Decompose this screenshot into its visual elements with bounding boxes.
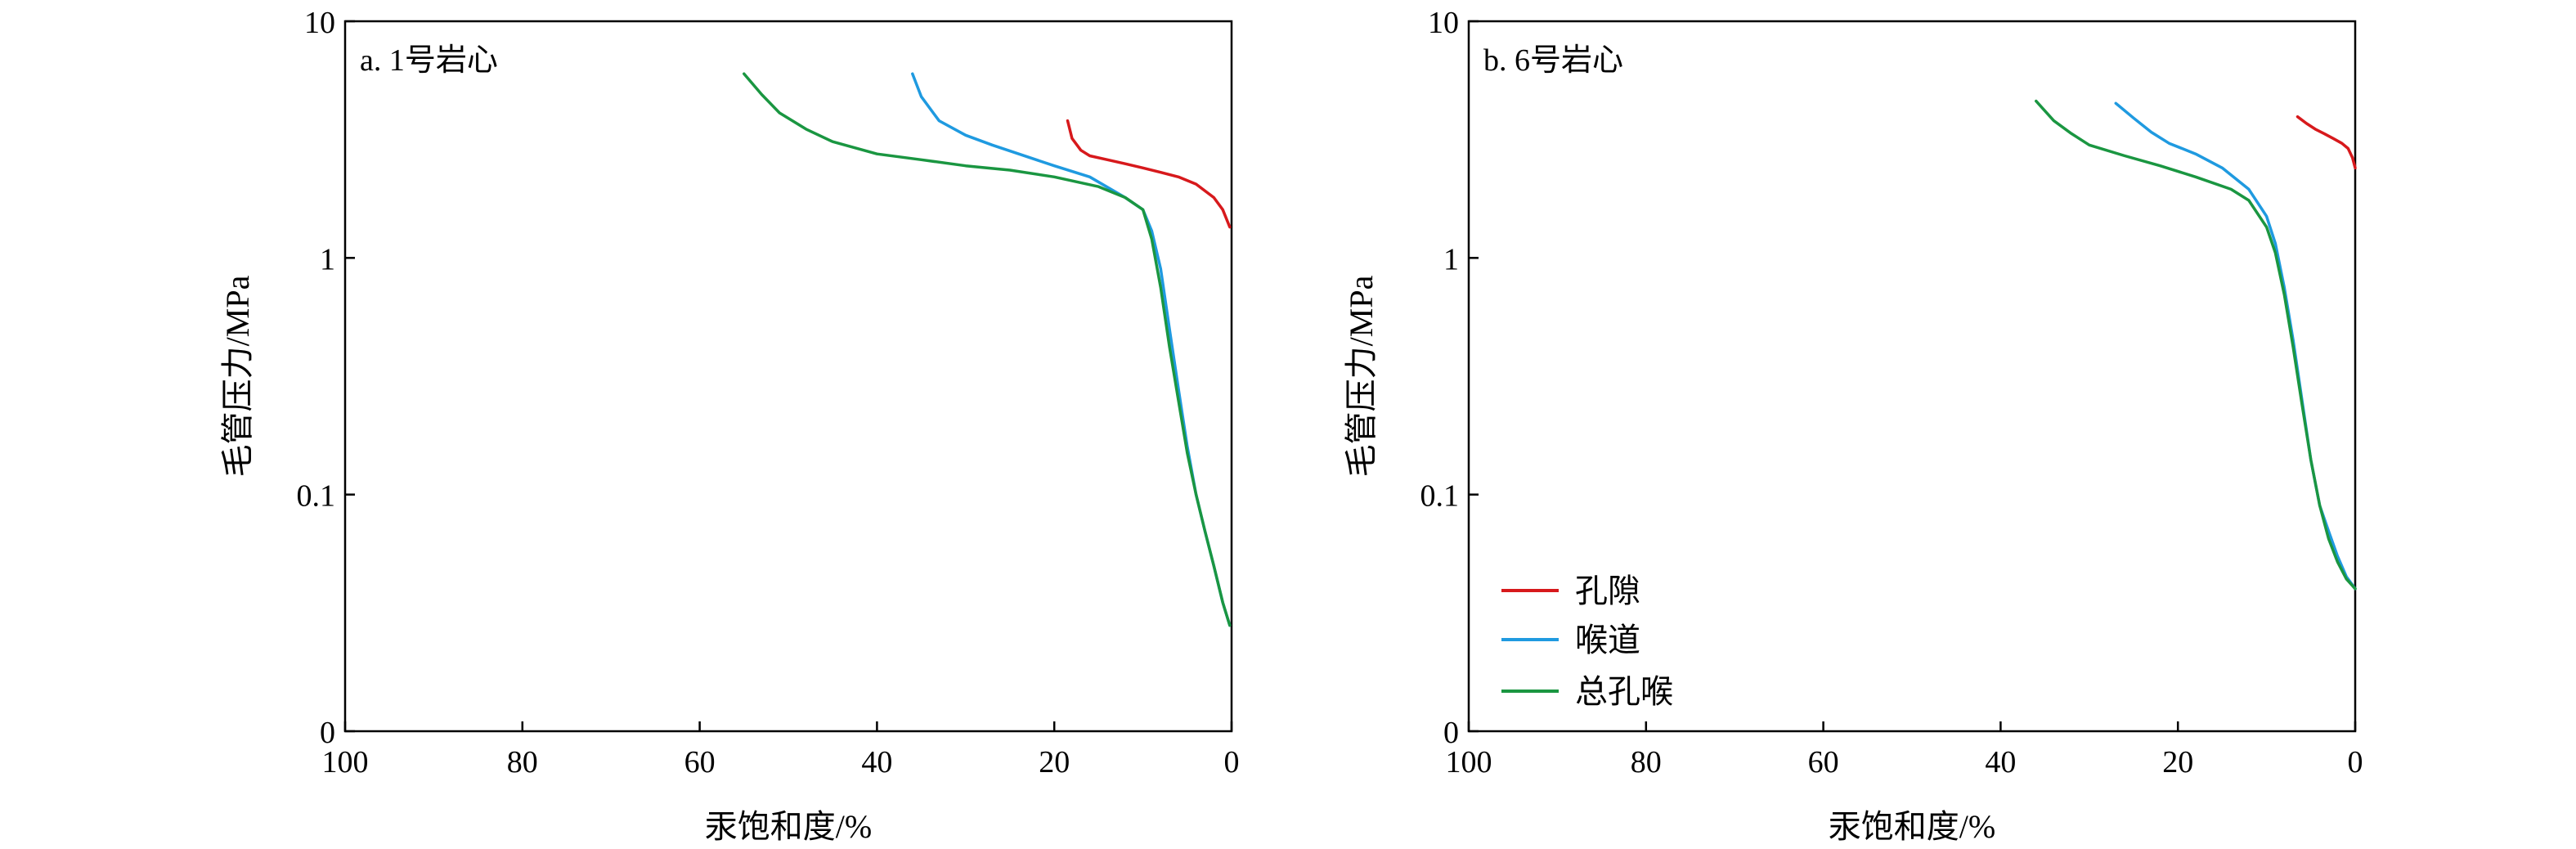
legend-label-throats: 喉道 [1575,622,1640,658]
legend: 孔隙 喉道 总孔喉 [1501,573,1673,710]
series-line-throats-a [911,72,1232,627]
series-line-throats-b [2114,101,2357,591]
chart-panel-a: 0 0.1 1 10 100 80 60 40 20 0 a. 1号岩心 汞饱和度/% 毛管压力… [219,6,1240,845]
x-tick-label: 80 [507,745,538,779]
x-ticks-a: 100 80 60 40 20 0 [322,721,1240,779]
x-axis-label-b: 汞饱和度/% [1829,808,1995,845]
series-lines-b [2035,99,2357,591]
series-lines-a [743,72,1232,627]
y-ticks-a: 0 0.1 1 10 [297,6,355,750]
y-tick-label: 10 [1428,6,1459,40]
series-line-pores-b [2296,115,2357,170]
x-tick-label: 100 [322,745,369,779]
x-ticks-b: 100 80 60 40 20 0 [1446,721,2363,779]
y-tick-label: 1 [1443,242,1459,276]
panel-label-a: a. 1号岩心 [360,43,498,78]
x-tick-label: 40 [861,745,892,779]
y-ticks-b: 0 0.1 1 10 [1420,6,1479,750]
plot-frame-b [1467,20,2357,733]
x-tick-label: 0 [2348,745,2363,779]
x-tick-label: 0 [1224,745,1240,779]
x-tick-label: 60 [684,745,716,779]
legend-label-pores: 孔隙 [1575,573,1640,609]
plot-frame-a [343,20,1233,733]
y-tick-label: 0.1 [297,479,336,514]
x-tick-label: 60 [1808,745,1839,779]
series-line-total-a [743,72,1232,627]
legend-label-total: 总孔喉 [1575,673,1673,710]
x-tick-label: 40 [1985,745,2016,779]
y-tick-label: 0 [320,716,335,750]
x-axis-label-a: 汞饱和度/% [705,808,872,845]
series-line-total-b [2035,99,2357,591]
y-tick-label: 1 [320,242,335,276]
y-tick-label: 0.1 [1420,479,1460,514]
x-tick-label: 80 [1631,745,1662,779]
chart-panel-b: 0 0.1 1 10 100 80 60 40 20 0 b. 6号岩心 汞饱和度/% 毛管压力… [1343,6,2363,845]
y-tick-label: 0 [1443,716,1459,750]
panel-label-b: b. 6号岩心 [1483,43,1623,78]
y-axis-label-a: 毛管压力/MPa [219,275,256,477]
x-tick-label: 20 [1039,745,1070,779]
series-line-pores-a [1066,119,1232,229]
y-axis-label-b: 毛管压力/MPa [1343,275,1380,477]
x-tick-label: 100 [1446,745,1492,779]
y-tick-label: 10 [304,6,335,40]
x-tick-label: 20 [2162,745,2193,779]
